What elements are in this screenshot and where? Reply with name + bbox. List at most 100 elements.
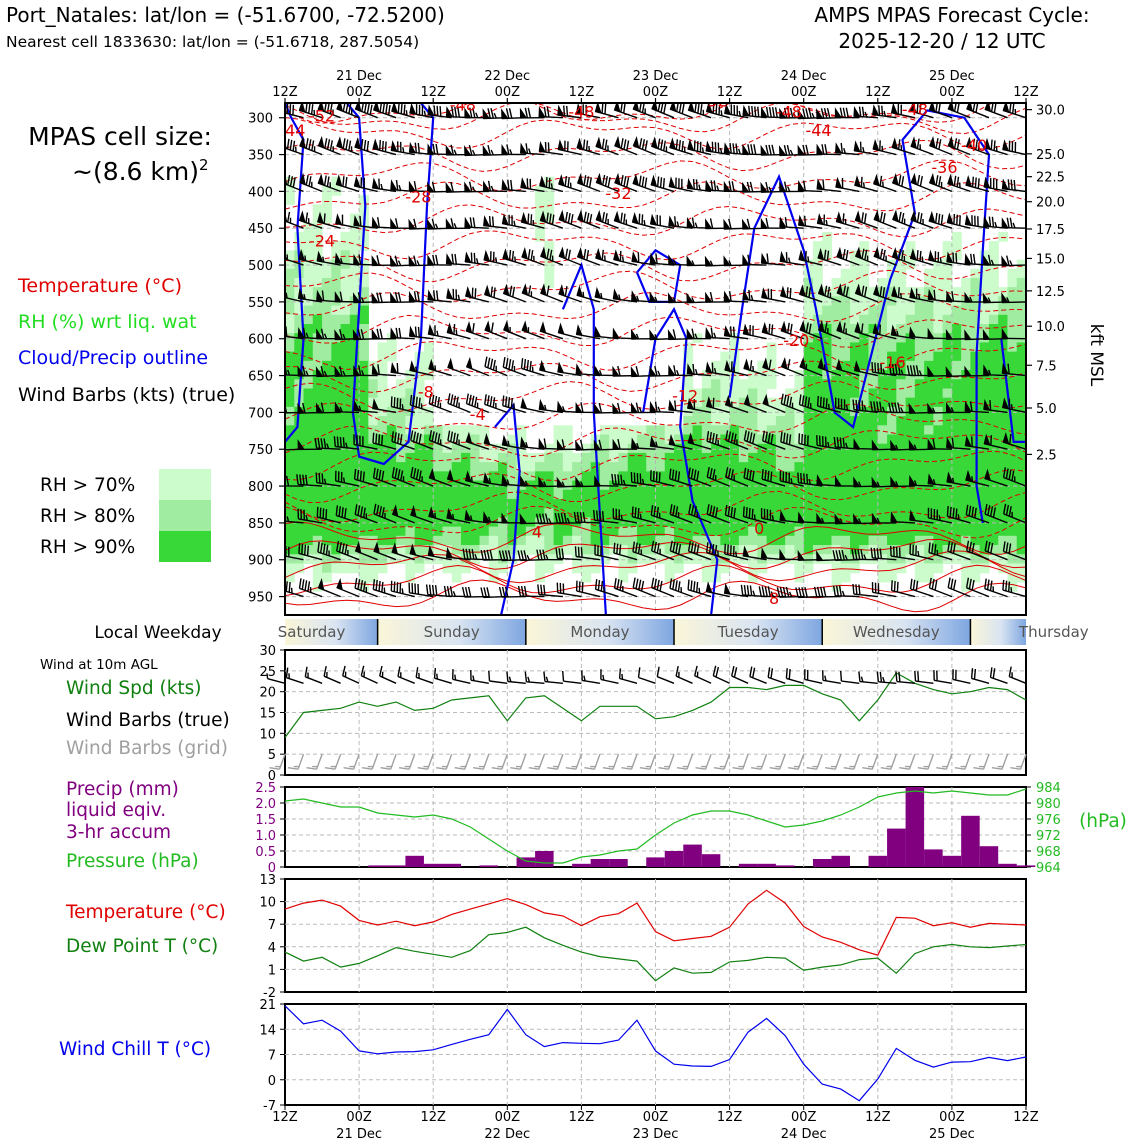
precip-bar xyxy=(905,787,925,867)
pressure-tick-label: 300 xyxy=(248,112,273,127)
wind-barb-flag xyxy=(409,360,417,373)
rh-cell xyxy=(636,489,647,500)
rh-cell xyxy=(423,471,434,482)
wind-barb-flag xyxy=(927,288,935,301)
rh-cell xyxy=(386,554,397,565)
wind-barb-flag xyxy=(649,401,657,413)
rh-cell xyxy=(349,250,360,261)
rh-cell xyxy=(312,277,323,288)
rh-cell xyxy=(988,443,999,454)
wind-barb-flag xyxy=(649,329,657,340)
wind-barb xyxy=(631,506,656,524)
bottom-time-tick-label: 12Z xyxy=(420,1110,446,1125)
pressure-tick-label: 350 xyxy=(248,149,273,164)
rh-cell xyxy=(285,250,295,261)
rh-cell xyxy=(794,462,805,472)
rh-cell xyxy=(988,498,999,509)
rh-cell xyxy=(988,324,999,334)
rh-cell xyxy=(581,563,592,574)
rh-cell xyxy=(914,526,925,537)
wind-barb-flag xyxy=(760,547,768,559)
rh-cell xyxy=(942,351,953,362)
rh-cell xyxy=(1016,296,1026,307)
rh-cell xyxy=(914,388,925,399)
wind-barb-flag xyxy=(408,290,416,302)
wind-barb-flag xyxy=(835,358,843,371)
rh-cell xyxy=(905,425,916,436)
wind-barb-flag xyxy=(965,136,973,150)
rh-cell xyxy=(933,259,944,270)
wind-barb xyxy=(892,211,916,229)
wind-barb xyxy=(409,104,434,119)
rh-cell xyxy=(285,268,295,279)
wind-barb-flag xyxy=(297,327,305,339)
rh-cell xyxy=(905,434,916,445)
wind-barb xyxy=(537,584,563,598)
rh-cell xyxy=(701,388,712,399)
wind-barb xyxy=(285,103,304,119)
rh-cell xyxy=(1016,379,1026,390)
wind-barb xyxy=(285,667,304,684)
rh-cell xyxy=(970,324,981,334)
rh-cell xyxy=(951,416,962,426)
rh-cell xyxy=(979,535,990,546)
wind-barb-flag xyxy=(723,255,731,267)
rh-cell xyxy=(581,572,592,583)
wind-barb xyxy=(452,669,471,684)
rh-cell xyxy=(303,222,314,233)
wind-barb xyxy=(372,579,397,598)
wind-barb-flag xyxy=(612,438,620,450)
wind-barb-flag xyxy=(891,137,899,150)
wind-barb-flag xyxy=(723,290,731,302)
rh-cell xyxy=(525,462,536,472)
wind-barb xyxy=(947,175,971,193)
rh-cell xyxy=(674,443,684,454)
rh-cell xyxy=(748,443,758,454)
rh-cell xyxy=(359,342,369,353)
rh-cell xyxy=(951,342,962,353)
rh-cell xyxy=(359,296,369,307)
rh-cell xyxy=(877,563,888,574)
rh-cell xyxy=(831,462,842,472)
wind-barb-flag xyxy=(427,545,435,557)
rh-cell xyxy=(618,425,629,436)
rh-cell xyxy=(803,305,814,316)
wind-barb-flag xyxy=(519,513,528,525)
rh-cell xyxy=(655,517,666,528)
rh-cell xyxy=(738,517,749,528)
rh-cell xyxy=(988,545,999,555)
rh-cell xyxy=(905,462,916,472)
rh-cell xyxy=(933,305,944,316)
rh-cell xyxy=(988,296,999,307)
wind-barb xyxy=(447,393,471,414)
wind-barb xyxy=(929,175,953,193)
rh-cell xyxy=(766,480,777,491)
wind-barb-flag xyxy=(315,402,324,414)
rh-cell xyxy=(294,342,305,353)
rh-cell xyxy=(822,425,833,436)
rh-cell xyxy=(933,526,944,537)
wind-barb-flag xyxy=(836,246,843,260)
rh-cell xyxy=(988,287,999,297)
wind-barb-flag xyxy=(316,328,324,340)
rh-cell xyxy=(423,508,434,518)
rh-cell xyxy=(590,489,601,500)
rh-cell xyxy=(933,489,944,500)
rh-cell xyxy=(1007,397,1018,408)
rh-cell xyxy=(581,545,592,555)
wind-barb xyxy=(361,753,379,770)
rh-cell xyxy=(303,517,314,528)
rh-cell xyxy=(961,563,972,574)
wind-barb xyxy=(354,577,378,598)
precip-bar xyxy=(368,865,387,867)
rh-cell xyxy=(970,342,981,353)
rh-cell xyxy=(535,195,545,205)
rh-cell xyxy=(618,572,629,583)
rh-cell xyxy=(887,342,897,353)
rh-cell xyxy=(961,360,972,371)
wind-barb xyxy=(297,508,323,524)
rh-cell xyxy=(460,434,471,445)
wind-barb-flag xyxy=(686,292,694,304)
wind-barb-flag xyxy=(983,364,991,376)
wind-barb xyxy=(602,753,620,770)
